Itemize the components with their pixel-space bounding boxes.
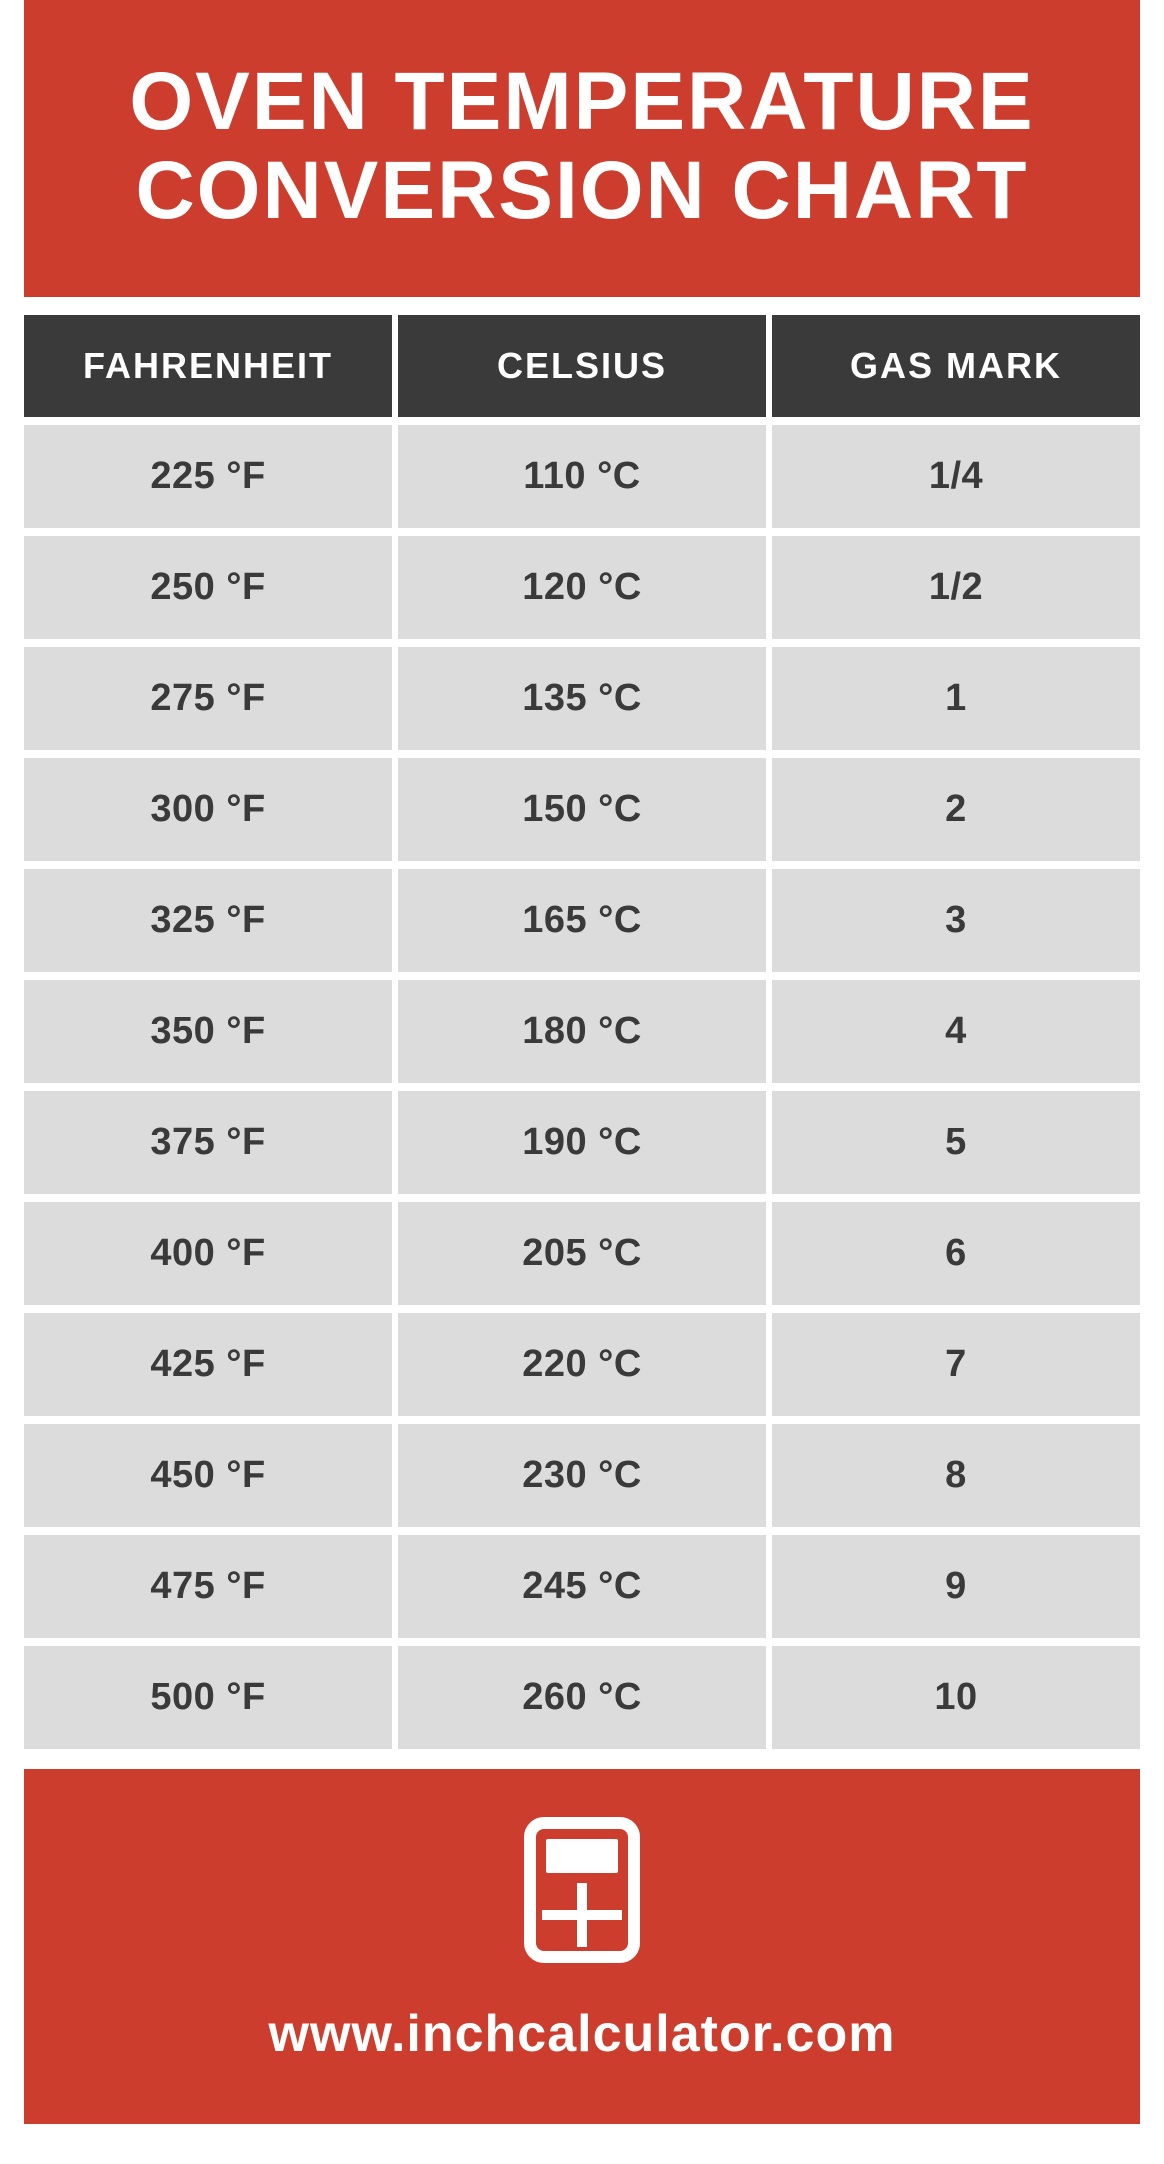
- cell-gasmark: 5: [772, 1091, 1140, 1194]
- cell-gasmark: 10: [772, 1646, 1140, 1749]
- cell-gasmark: 2: [772, 758, 1140, 861]
- table-row: 325 °F165 °C3: [24, 869, 1140, 972]
- cell-fahrenheit: 375 °F: [24, 1091, 398, 1194]
- cell-gasmark: 1/4: [772, 425, 1140, 528]
- table-row: 350 °F180 °C4: [24, 980, 1140, 1083]
- chart-header: OVEN TEMPERATURE CONVERSION CHART: [24, 0, 1140, 297]
- cell-gasmark: 3: [772, 869, 1140, 972]
- table-row: 225 °F110 °C1/4: [24, 425, 1140, 528]
- cell-gasmark: 7: [772, 1313, 1140, 1416]
- cell-celsius: 120 °C: [398, 536, 772, 639]
- col-header-gasmark: GAS MARK: [772, 315, 1140, 417]
- col-header-fahrenheit: FAHRENHEIT: [24, 315, 398, 417]
- cell-celsius: 180 °C: [398, 980, 772, 1083]
- cell-fahrenheit: 325 °F: [24, 869, 398, 972]
- table-row: 450 °F230 °C8: [24, 1424, 1140, 1527]
- cell-fahrenheit: 475 °F: [24, 1535, 398, 1638]
- title-line1: OVEN TEMPERATURE: [44, 58, 1120, 147]
- cell-gasmark: 8: [772, 1424, 1140, 1527]
- cell-gasmark: 1/2: [772, 536, 1140, 639]
- col-header-celsius: CELSIUS: [398, 315, 772, 417]
- cell-fahrenheit: 225 °F: [24, 425, 398, 528]
- chart-container: OVEN TEMPERATURE CONVERSION CHART FAHREN…: [0, 0, 1164, 2164]
- chart-footer: www.inchcalculator.com: [24, 1769, 1140, 2124]
- cell-celsius: 165 °C: [398, 869, 772, 972]
- table-row: 500 °F260 °C10: [24, 1646, 1140, 1749]
- cell-celsius: 150 °C: [398, 758, 772, 861]
- cell-celsius: 110 °C: [398, 425, 772, 528]
- cell-gasmark: 4: [772, 980, 1140, 1083]
- table-row: 375 °F190 °C5: [24, 1091, 1140, 1194]
- cell-celsius: 135 °C: [398, 647, 772, 750]
- cell-celsius: 205 °C: [398, 1202, 772, 1305]
- table-row: 425 °F220 °C7: [24, 1313, 1140, 1416]
- title-line2: CONVERSION CHART: [44, 147, 1120, 236]
- cell-fahrenheit: 500 °F: [24, 1646, 398, 1749]
- cell-gasmark: 6: [772, 1202, 1140, 1305]
- cell-fahrenheit: 400 °F: [24, 1202, 398, 1305]
- cell-fahrenheit: 450 °F: [24, 1424, 398, 1527]
- cell-gasmark: 1: [772, 647, 1140, 750]
- table-row: 400 °F205 °C6: [24, 1202, 1140, 1305]
- table-row: 275 °F135 °C1: [24, 647, 1140, 750]
- table-header-row: FAHRENHEIT CELSIUS GAS MARK: [24, 315, 1140, 417]
- cell-fahrenheit: 425 °F: [24, 1313, 398, 1416]
- table-row: 475 °F245 °C9: [24, 1535, 1140, 1638]
- cell-celsius: 230 °C: [398, 1424, 772, 1527]
- table-body: 225 °F110 °C1/4250 °F120 °C1/2275 °F135 …: [24, 425, 1140, 1749]
- conversion-table: FAHRENHEIT CELSIUS GAS MARK 225 °F110 °C…: [24, 315, 1140, 1749]
- cell-gasmark: 9: [772, 1535, 1140, 1638]
- cell-fahrenheit: 350 °F: [24, 980, 398, 1083]
- cell-celsius: 190 °C: [398, 1091, 772, 1194]
- table-row: 250 °F120 °C1/2: [24, 536, 1140, 639]
- table-row: 300 °F150 °C2: [24, 758, 1140, 861]
- cell-celsius: 245 °C: [398, 1535, 772, 1638]
- footer-url: www.inchcalculator.com: [44, 2004, 1120, 2064]
- cell-fahrenheit: 250 °F: [24, 536, 398, 639]
- cell-fahrenheit: 275 °F: [24, 647, 398, 750]
- cell-celsius: 260 °C: [398, 1646, 772, 1749]
- cell-fahrenheit: 300 °F: [24, 758, 398, 861]
- cell-celsius: 220 °C: [398, 1313, 772, 1416]
- calculator-icon: [522, 1815, 642, 1970]
